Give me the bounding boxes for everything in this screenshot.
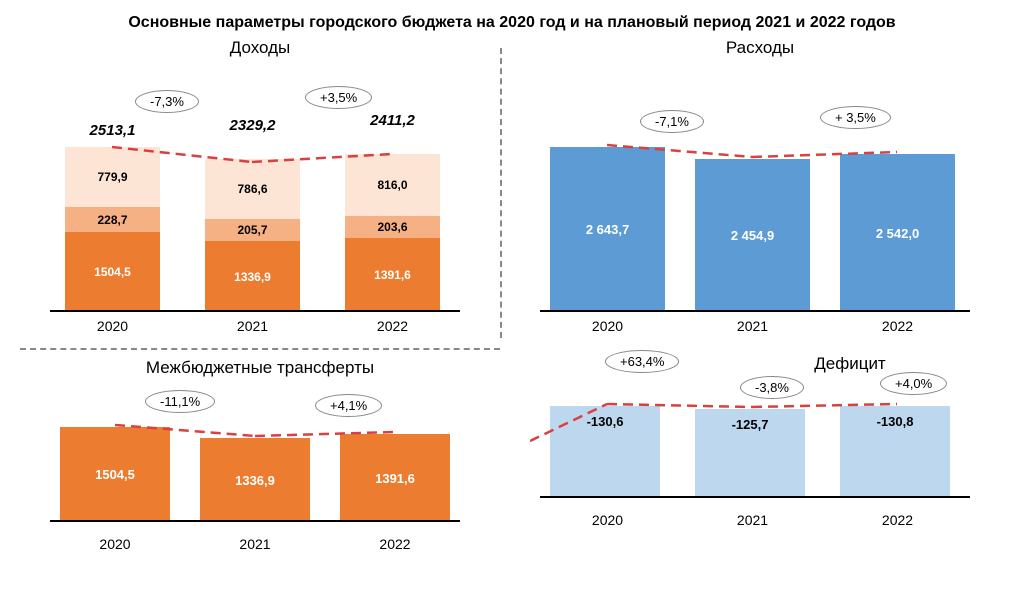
- bar-segment: 1504,5: [60, 427, 170, 522]
- transfers-change: +4,1%: [315, 394, 382, 417]
- income-bar: 1336,9205,7786,6: [205, 159, 300, 312]
- year-label: 2021: [200, 536, 310, 552]
- income-bar: 1391,6203,6816,0: [345, 154, 440, 312]
- year-label: 2022: [840, 512, 955, 528]
- page-title: Основные параметры городского бюджета на…: [0, 0, 1024, 38]
- transfers-title: Межбюджетные трансферты: [40, 358, 480, 378]
- year-label: 2021: [695, 512, 810, 528]
- bar-segment: -130,6: [550, 406, 660, 498]
- expense-bar: 2 542,0: [840, 154, 955, 312]
- bar-segment: 816,0: [345, 154, 440, 216]
- bar-segment: -125,7: [695, 409, 805, 498]
- transfers-bar: 1504,5: [60, 427, 170, 522]
- deficit-change: +63,4%: [605, 350, 679, 373]
- expense-change: -7,1%: [640, 110, 704, 133]
- year-label: 2022: [345, 318, 440, 334]
- income-total: 2329,2: [205, 117, 300, 134]
- deficit-chart: Дефицит +63,4% -3,8% +4,0% -130,6 -125,7-…: [530, 348, 990, 498]
- income-total: 2513,1: [65, 122, 160, 139]
- deficit-bar: -130,8: [840, 406, 950, 498]
- bar-segment: 203,6: [345, 216, 440, 238]
- bar-segment: 779,9: [65, 147, 160, 207]
- expense-chart: -7,1% + 3,5% 2 643,7 2 454,9 2 542,0: [530, 62, 990, 312]
- income-chart: 2513,1 2329,2 2411,2 -7,3% +3,5% 1504,52…: [40, 62, 480, 312]
- income-change: +3,5%: [305, 86, 372, 109]
- year-label: 2020: [60, 536, 170, 552]
- deficit-change: -3,8%: [740, 376, 804, 399]
- transfers-bar: 1336,9: [200, 438, 310, 522]
- expense-title: Расходы: [530, 38, 990, 58]
- income-bar: 1504,5228,7779,9: [65, 147, 160, 312]
- year-label: 2020: [550, 512, 665, 528]
- horizontal-divider: [20, 348, 500, 350]
- transfers-chart: -11,1% +4,1% 1504,5 1336,9 1391,6: [40, 382, 480, 522]
- year-label: 2022: [340, 536, 450, 552]
- deficit-bar: -130,6: [550, 406, 660, 498]
- transfers-change: -11,1%: [145, 390, 215, 413]
- bar-segment: 1504,5: [65, 232, 160, 312]
- bar-segment: -130,8: [840, 406, 950, 498]
- deficit-title: Дефицит: [760, 354, 940, 374]
- vertical-divider: [500, 48, 502, 338]
- deficit-change: +4,0%: [880, 372, 947, 395]
- income-total: 2411,2: [345, 112, 440, 129]
- bar-segment: 2 643,7: [550, 147, 665, 312]
- charts-grid: Доходы 2513,1 2329,2 2411,2 -7,3% +3,5% …: [0, 38, 1024, 578]
- bar-segment: 1391,6: [345, 238, 440, 312]
- income-panel: Доходы 2513,1 2329,2 2411,2 -7,3% +3,5% …: [40, 38, 480, 340]
- bar-segment: 228,7: [65, 207, 160, 232]
- year-label: 2020: [65, 318, 160, 334]
- bar-segment: 2 454,9: [695, 159, 810, 312]
- income-title: Доходы: [40, 38, 480, 58]
- expense-bar: 2 454,9: [695, 159, 810, 312]
- expense-bar: 2 643,7: [550, 147, 665, 312]
- transfers-bar: 1391,6: [340, 434, 450, 522]
- bar-segment: 2 542,0: [840, 154, 955, 312]
- income-change: -7,3%: [135, 90, 199, 113]
- year-label: 2021: [695, 318, 810, 334]
- bar-segment: 1336,9: [205, 241, 300, 312]
- year-label: 2021: [205, 318, 300, 334]
- bar-segment: 1336,9: [200, 438, 310, 522]
- deficit-bar: -125,7: [695, 409, 805, 498]
- bar-segment: 205,7: [205, 219, 300, 241]
- deficit-panel: Дефицит +63,4% -3,8% +4,0% -130,6 -125,7-…: [530, 348, 990, 538]
- transfers-panel: Межбюджетные трансферты -11,1% +4,1% 150…: [40, 358, 480, 562]
- year-label: 2020: [550, 318, 665, 334]
- expense-panel: Расходы -7,1% + 3,5% 2 643,7 2 454,9 2 542…: [530, 38, 990, 340]
- expense-change: + 3,5%: [820, 106, 891, 129]
- bar-segment: 786,6: [205, 159, 300, 219]
- bar-segment: 1391,6: [340, 434, 450, 522]
- year-label: 2022: [840, 318, 955, 334]
